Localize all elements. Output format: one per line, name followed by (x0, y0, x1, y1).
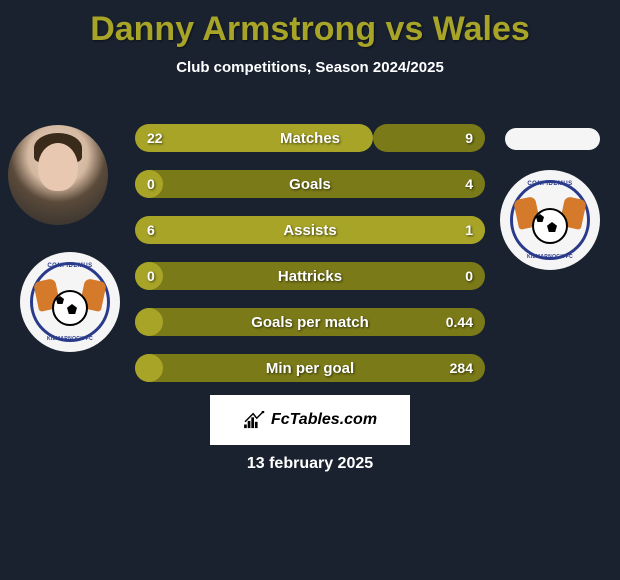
fctables-icon (243, 411, 265, 429)
source-label: FcTables.com (271, 411, 377, 429)
opponent-club-badge: CONFIDEMUS KILMARNOCK FC (500, 170, 600, 270)
stat-bar-row: 0Goals4 (135, 170, 485, 198)
club-badge-text-bottom: KILMARNOCK FC (510, 254, 590, 260)
page-title: Danny Armstrong vs Wales (0, 0, 620, 49)
source-badge: FcTables.com (210, 395, 410, 445)
club-badge-text-top: CONFIDEMUS (510, 181, 590, 187)
stat-bars: 22Matches90Goals46Assists10Hattricks0Goa… (135, 124, 485, 400)
stat-bar-row: Goals per match0.44 (135, 308, 485, 336)
bar-right-value: 9 (465, 130, 473, 146)
bar-right-value: 1 (465, 222, 473, 238)
bar-right-value: 0 (465, 268, 473, 284)
player-avatar (8, 125, 108, 225)
club-badge-text-bottom: KILMARNOCK FC (30, 336, 110, 342)
opponent-flag-pill (505, 128, 600, 150)
bar-label: Goals (135, 176, 485, 193)
stat-bar-row: Min per goal284 (135, 354, 485, 382)
bar-right-value: 4 (465, 176, 473, 192)
subtitle: Club competitions, Season 2024/2025 (0, 59, 620, 76)
bar-label: Assists (135, 222, 485, 239)
stat-bar-row: 6Assists1 (135, 216, 485, 244)
stat-bar-row: 22Matches9 (135, 124, 485, 152)
bar-right-value: 0.44 (446, 314, 473, 330)
player-club-badge: CONFIDEMUS KILMARNOCK FC (20, 252, 120, 352)
date-label: 13 february 2025 (0, 455, 620, 473)
club-badge-text-top: CONFIDEMUS (30, 263, 110, 269)
bar-label: Matches (135, 130, 485, 147)
bar-label: Min per goal (135, 360, 485, 377)
bar-label: Hattricks (135, 268, 485, 285)
bar-label: Goals per match (135, 314, 485, 331)
stat-bar-row: 0Hattricks0 (135, 262, 485, 290)
bar-right-value: 284 (450, 360, 473, 376)
